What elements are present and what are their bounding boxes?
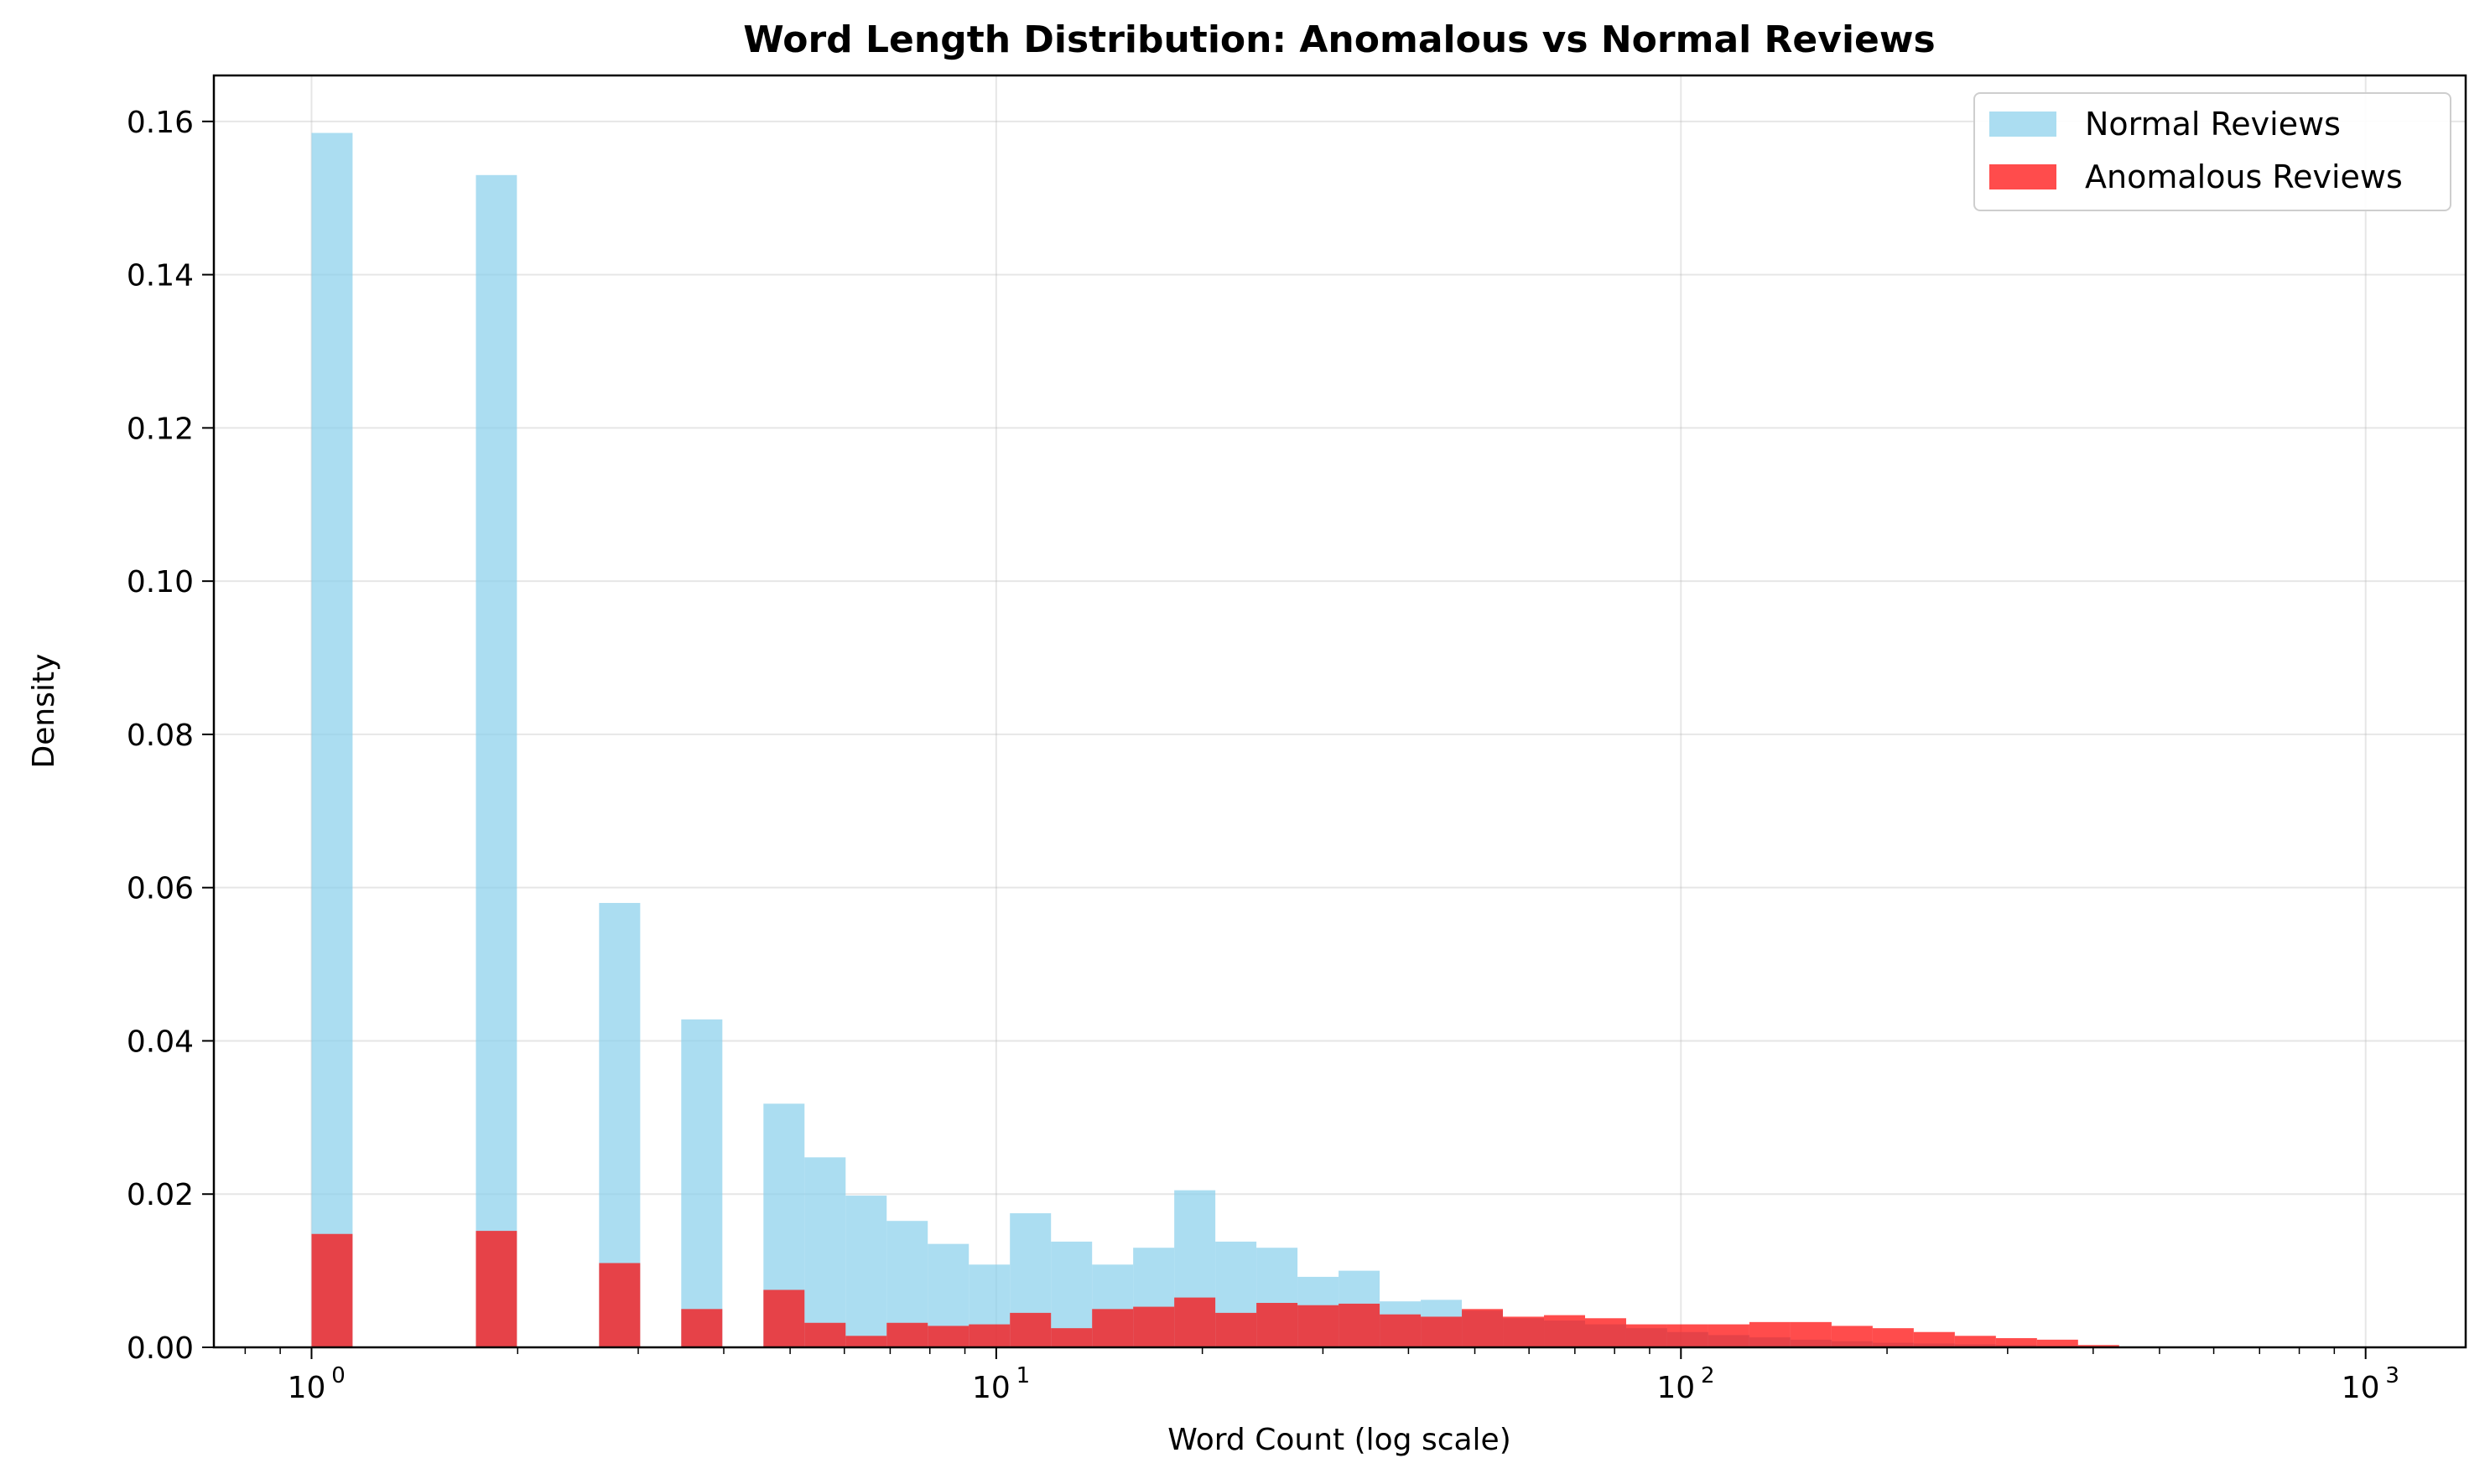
y-tick-label: 0.16 — [127, 106, 194, 140]
bar — [1708, 1324, 1749, 1347]
bar — [1010, 1312, 1052, 1347]
bar — [1503, 1316, 1545, 1347]
bar — [1544, 1315, 1585, 1347]
x-axis-label: Word Count (log scale) — [1167, 1423, 1511, 1457]
bar — [845, 1336, 887, 1347]
chart-title: Word Length Distribution: Anomalous vs N… — [743, 18, 1935, 61]
legend: Normal Reviews Anomalous Reviews — [1973, 92, 2451, 211]
bar — [1133, 1306, 1175, 1347]
bar — [476, 1231, 517, 1347]
y-tick-label: 0.02 — [127, 1178, 194, 1212]
legend-swatch-anomalous — [1989, 164, 2056, 189]
bar — [804, 1322, 846, 1347]
bar — [886, 1322, 928, 1347]
legend-label-normal: Normal Reviews — [2085, 106, 2341, 143]
x-tick-label-base: 10 — [2342, 1371, 2380, 1405]
y-tick-label: 0.06 — [127, 872, 194, 906]
x-tick-label-exponent: 3 — [2385, 1363, 2399, 1388]
bar — [1092, 1309, 1134, 1347]
x-tick-label: 10 — [288, 1371, 326, 1405]
bar — [804, 1157, 846, 1347]
y-tick-label: 0.08 — [127, 719, 194, 753]
bar — [1790, 1321, 1832, 1347]
bar — [1380, 1314, 1422, 1347]
bar — [1584, 1318, 1626, 1347]
y-tick-label: 0.00 — [127, 1331, 194, 1366]
bar — [2036, 1339, 2078, 1347]
bar — [2077, 1345, 2119, 1347]
bars-layer — [311, 132, 2160, 1347]
bar — [1625, 1324, 1667, 1347]
x-tick-label-base: 10 — [1656, 1371, 1695, 1405]
bar — [476, 174, 517, 1347]
bar — [1462, 1309, 1504, 1347]
bar — [1051, 1328, 1093, 1347]
legend-frame — [1973, 92, 2451, 211]
bar — [1297, 1305, 1339, 1347]
legend-label-anomalous: Anomalous Reviews — [2085, 158, 2403, 195]
series-1 — [311, 1231, 2160, 1347]
bar — [1666, 1324, 1708, 1347]
bar — [599, 1263, 641, 1347]
bar — [1749, 1321, 1791, 1347]
legend-swatch-normal — [1989, 112, 2056, 137]
x-tick-label-base: 10 — [972, 1371, 1011, 1405]
x-tick-label-exponent: 0 — [331, 1363, 346, 1388]
x-tick-label: 10 — [2342, 1371, 2380, 1405]
bar — [763, 1289, 805, 1347]
y-tick-label: 0.04 — [127, 1025, 194, 1059]
y-tick-label: 0.12 — [127, 412, 194, 446]
plot-frame — [212, 74, 2467, 1349]
bar — [969, 1324, 1011, 1347]
bar — [1913, 1331, 1955, 1347]
x-tick-label: 10 — [1656, 1371, 1695, 1405]
bar — [681, 1019, 723, 1347]
bar — [1995, 1338, 2037, 1347]
bar — [311, 132, 353, 1347]
y-tick-label: 0.14 — [127, 259, 194, 293]
bar — [1954, 1336, 1996, 1347]
bar — [1831, 1326, 1873, 1347]
y-axis-label: Density — [27, 654, 61, 769]
y-tick-label: 0.10 — [127, 565, 194, 599]
x-tick-label-exponent: 2 — [1701, 1363, 1715, 1388]
bar — [1215, 1312, 1257, 1347]
bar — [845, 1196, 887, 1347]
bar — [681, 1309, 723, 1347]
bar — [1174, 1297, 1216, 1347]
x-tick-label-exponent: 1 — [1016, 1363, 1031, 1388]
x-tick-label-base: 10 — [288, 1371, 326, 1405]
bar — [928, 1326, 969, 1347]
bar — [1872, 1328, 1914, 1347]
bar — [311, 1233, 353, 1347]
bar — [1256, 1302, 1298, 1347]
bar — [1421, 1316, 1463, 1347]
x-tick-label: 10 — [972, 1371, 1011, 1405]
bar — [1339, 1303, 1380, 1347]
